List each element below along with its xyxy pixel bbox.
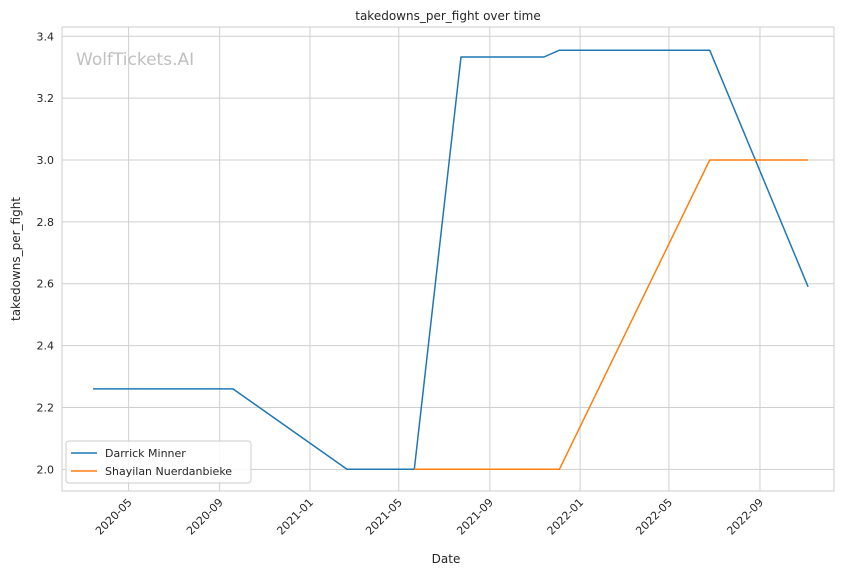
x-tick-label: 2021-01 — [274, 496, 316, 538]
x-tick-label: 2022-09 — [724, 496, 766, 538]
x-tick-label: 2022-05 — [633, 496, 675, 538]
chart-title: takedowns_per_fight over time — [355, 9, 541, 23]
y-tick-label: 3.2 — [37, 92, 55, 105]
y-tick-label: 2.8 — [37, 216, 55, 229]
x-tick-labels: 2020-05 2020-09 2021-01 2021-05 2021-09 2022-… — [93, 496, 766, 538]
y-tick-label: 2.2 — [37, 401, 55, 414]
y-axis-label: takedowns_per_fight — [9, 197, 23, 321]
legend-label-darrick-minner: Darrick Minner — [105, 447, 186, 460]
x-tick-label: 2021-05 — [363, 496, 405, 538]
legend-label-shayilan-nuerdanbieke: Shayilan Nuerdanbieke — [105, 465, 232, 478]
watermark-text: WolfTickets.AI — [76, 50, 194, 70]
y-tick-label: 2.0 — [37, 463, 55, 476]
x-tick-label: 2020-09 — [184, 496, 226, 538]
legend: Darrick Minner Shayilan Nuerdanbieke — [65, 440, 252, 484]
x-axis-label: Date — [432, 552, 461, 566]
x-tick-label: 2020-05 — [93, 496, 135, 538]
series-lines — [93, 49, 809, 471]
legend-box — [65, 440, 252, 484]
series-line-shayilan-nuerdanbieke — [414, 159, 809, 471]
x-gridlines — [128, 27, 761, 491]
x-tick-label: 2022-01 — [545, 496, 587, 538]
y-tick-label: 3.0 — [37, 154, 55, 167]
x-tick-label: 2021-09 — [454, 496, 496, 538]
y-tick-labels: 2.0 2.2 2.4 2.6 2.8 3.0 3.2 3.4 — [37, 30, 55, 476]
plot-area — [61, 26, 835, 492]
y-tick-label: 2.4 — [37, 340, 55, 353]
y-tick-label: 3.4 — [37, 30, 55, 43]
y-tick-label: 2.6 — [37, 278, 55, 291]
series-line-darrick-minner — [93, 49, 809, 471]
